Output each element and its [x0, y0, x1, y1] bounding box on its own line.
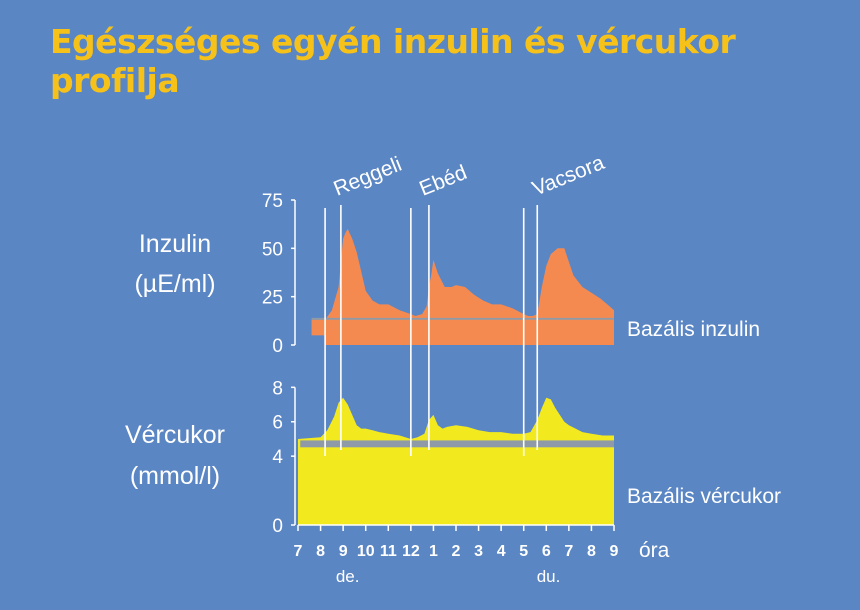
insulin-curve-area	[325, 229, 614, 345]
insulin-y-tick-label: 0	[272, 336, 283, 357]
x-tick-label: 7	[564, 543, 573, 560]
x-axis-unit: óra	[639, 539, 670, 562]
x-tick-label: 11	[380, 543, 397, 560]
x-tick-label: 9	[610, 543, 619, 560]
x-tick-label: 9	[339, 543, 348, 560]
x-tick-label: 3	[474, 543, 483, 560]
glucose-y-tick-label: 0	[272, 516, 283, 537]
x-tick-label: 7	[294, 543, 303, 560]
page-title: Egészséges egyén inzulin és vércukor pro…	[50, 22, 736, 100]
glucose-y-axis-label: Vércukor	[125, 421, 225, 449]
x-tick-label: 5	[519, 543, 528, 560]
meal-annotation: Ebéd	[416, 161, 470, 201]
x-tick-label: 2	[452, 543, 461, 560]
x-tick-label: 10	[357, 543, 375, 560]
insulin-y-axis-label: Inzulin	[139, 230, 211, 258]
glucose-y-axis-label: (mmol/l)	[130, 462, 220, 490]
x-period-label: du.	[537, 567, 561, 586]
basal-insulin-band	[311, 319, 614, 336]
glucose-y-tick-label: 8	[272, 378, 283, 399]
insulin-y-tick-label: 25	[262, 288, 283, 309]
insulin-basal-label: Bazális inzulin	[627, 318, 760, 341]
x-tick-label: 12	[402, 543, 420, 560]
insulin-y-tick-label: 75	[262, 191, 283, 212]
basal-insulin-divider	[311, 317, 614, 320]
insulin-y-axis-label: (µE/ml)	[134, 270, 215, 298]
meal-annotation: Reggeli	[330, 153, 405, 201]
basal-glucose-band	[300, 447, 614, 525]
x-tick-label: 8	[316, 543, 325, 560]
x-period-label: de.	[336, 567, 360, 586]
x-tick-label: 8	[587, 543, 596, 560]
x-tick-label: 6	[542, 543, 551, 560]
glucose-y-tick-label: 6	[272, 413, 283, 434]
x-tick-label: 4	[497, 543, 506, 560]
basal-glucose-divider	[300, 440, 614, 448]
glucose-y-tick-label: 4	[272, 447, 283, 468]
meal-annotation: Vacsora	[529, 151, 608, 201]
x-tick-label: 1	[429, 543, 438, 560]
insulin-y-tick-label: 50	[262, 239, 283, 260]
glucose-basal-label: Bazális vércukor	[627, 485, 781, 508]
